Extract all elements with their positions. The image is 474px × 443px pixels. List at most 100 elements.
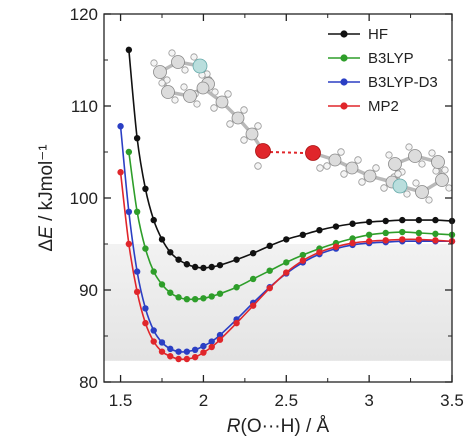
data-point — [332, 243, 340, 250]
legend-label: B3LYP — [368, 50, 414, 67]
data-point — [133, 135, 141, 142]
hydrogen-atom — [405, 143, 413, 151]
x-tick-label: 1.5 — [109, 391, 133, 410]
data-point — [266, 242, 273, 250]
hydrogen-atom — [158, 79, 166, 87]
legend-marker — [340, 78, 348, 86]
series-b3lyp — [125, 148, 456, 303]
carbon-atom — [363, 169, 377, 183]
x-tick-label: 2.5 — [274, 391, 298, 410]
data-point — [299, 251, 307, 259]
data-point — [125, 46, 133, 54]
data-point — [150, 327, 157, 334]
carbon-atom — [388, 157, 402, 171]
carbon-atom — [196, 81, 210, 95]
legend-entry: HF — [328, 26, 388, 43]
hydrogen-atom — [171, 96, 179, 104]
data-point — [332, 223, 340, 230]
data-point — [167, 345, 174, 353]
data-point — [150, 216, 157, 224]
data-point — [266, 267, 273, 274]
hydrogen-atom — [224, 90, 232, 98]
carbon-atom — [215, 95, 229, 109]
carbon-atom — [431, 155, 445, 169]
data-point — [382, 229, 389, 237]
carbon-atom — [171, 55, 185, 69]
hydrogen-atom — [180, 83, 188, 91]
data-point — [399, 228, 406, 236]
data-point — [283, 269, 290, 276]
data-point — [382, 217, 389, 225]
hydrogen-atom — [168, 49, 176, 57]
series-layer — [117, 46, 456, 363]
hydrogen-atom — [385, 151, 393, 159]
series-hf — [125, 46, 456, 272]
data-point — [216, 331, 224, 339]
data-point — [208, 263, 215, 271]
data-point — [142, 185, 149, 192]
data-point — [415, 229, 423, 237]
hydrogen-atom — [425, 196, 433, 204]
data-point — [158, 236, 166, 243]
hydrogen-atom — [380, 184, 388, 192]
hydrogen-atom — [323, 162, 331, 170]
carbon-atom — [153, 65, 167, 79]
data-point — [142, 319, 149, 327]
data-point — [233, 256, 240, 263]
data-point — [415, 216, 423, 224]
series-mp2 — [117, 169, 456, 363]
carbon-atom — [328, 153, 342, 167]
data-point — [175, 348, 182, 355]
carbon-atom — [408, 149, 422, 163]
y-tick-label: 120 — [70, 5, 98, 24]
x-axis-label: R(O···H) / Å — [227, 416, 330, 437]
molecule-inset-image — [150, 49, 453, 204]
data-point — [150, 338, 157, 345]
data-point — [117, 123, 124, 130]
hydrogen-atom — [403, 190, 411, 198]
y-tick-label: 80 — [79, 373, 98, 392]
hydrogen-atom — [445, 184, 453, 192]
carbon-atom — [435, 173, 449, 187]
hydrogen-atom — [190, 53, 198, 61]
legend-marker — [340, 30, 348, 38]
carbon-atom — [345, 161, 359, 175]
hydrogen-atom — [254, 122, 262, 130]
oxygen-atom — [255, 143, 271, 159]
legend-marker — [340, 54, 348, 62]
legend-entry: MP2 — [328, 98, 399, 115]
hydrogen-atom — [193, 100, 201, 108]
y-tick-label: 100 — [70, 189, 98, 208]
axes-layer: 1.5 2 2.5 3 3.5 80 90 100 110 120 R(O···H) / Å ΔE /… — [36, 5, 464, 437]
carbon-atom — [161, 85, 175, 99]
data-point — [183, 348, 191, 355]
data-point — [316, 249, 323, 256]
data-point — [125, 240, 133, 248]
y-axis-label: ΔE / kJmol⁻¹ — [36, 144, 57, 251]
data-point — [216, 261, 224, 269]
data-point — [167, 353, 174, 360]
data-point — [183, 296, 191, 303]
data-point — [191, 296, 199, 303]
legend-label: HF — [368, 26, 388, 43]
data-point — [349, 220, 356, 227]
data-point — [382, 237, 389, 244]
y-tick-label: 110 — [71, 97, 98, 116]
silicon-atom — [392, 178, 408, 194]
hydrogen-atom — [340, 170, 348, 178]
data-point — [200, 349, 207, 356]
hydrogen-atom — [226, 120, 234, 128]
data-point — [216, 290, 224, 297]
data-point — [158, 339, 166, 346]
x-axis-label-rest: (O···H) / Å — [241, 416, 330, 437]
legend-marker — [340, 102, 348, 110]
data-point — [233, 284, 240, 291]
data-point — [175, 294, 182, 301]
data-point — [133, 208, 141, 215]
x-tick-label: 3 — [364, 391, 373, 410]
hydrogen-atom — [372, 164, 380, 172]
hydrogen-atom — [412, 179, 420, 187]
carbon-atom — [245, 127, 259, 141]
legend-entry: B3LYP — [328, 50, 414, 67]
carbon-atom — [415, 185, 429, 199]
